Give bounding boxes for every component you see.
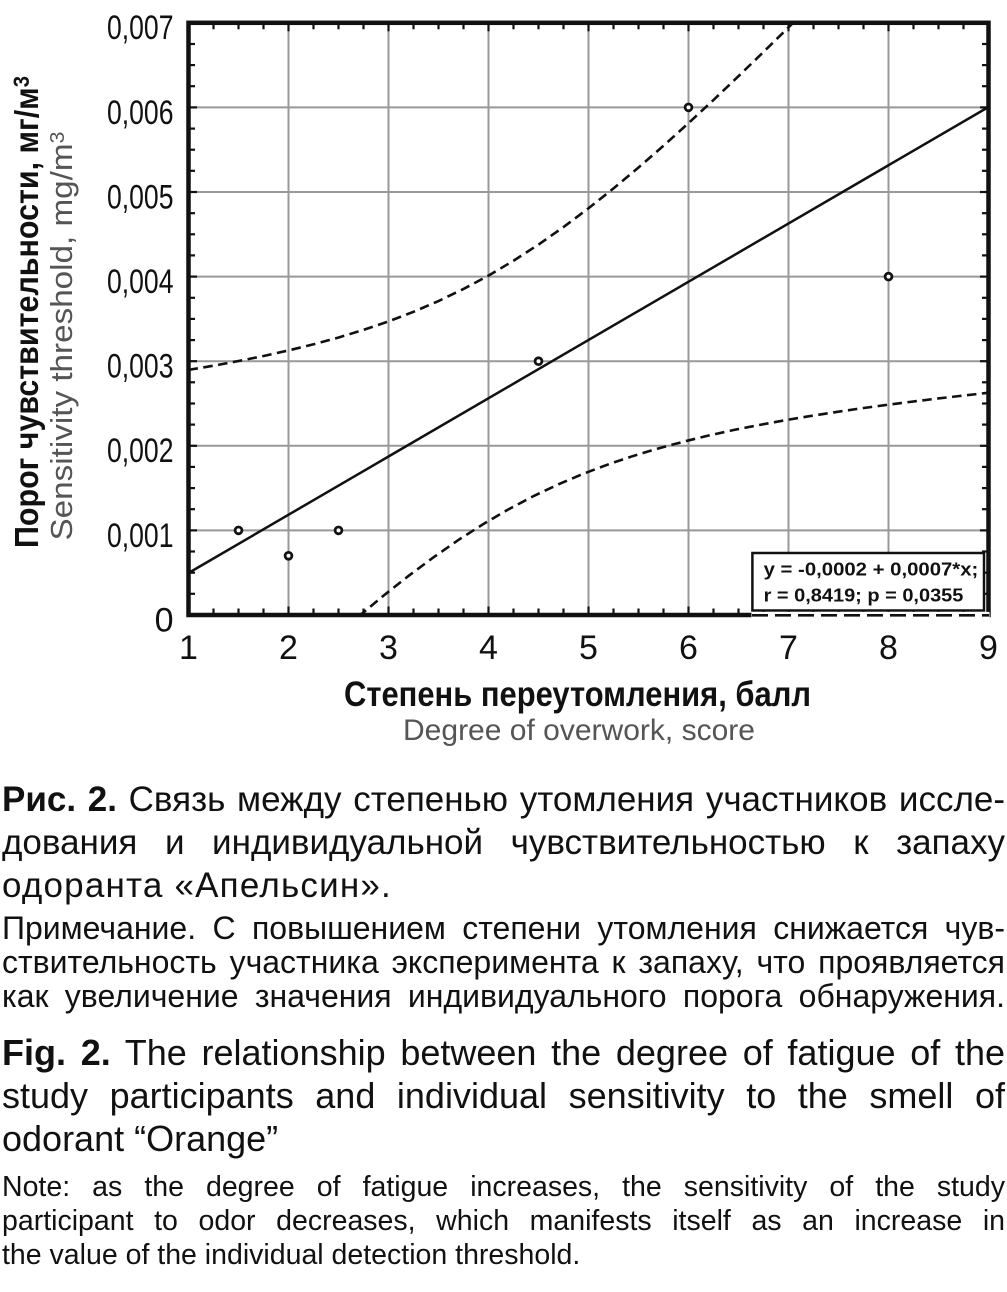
svg-text:0,003: 0,003 bbox=[107, 348, 174, 386]
svg-text:Степень переутомления, балл: Степень переутомления, балл bbox=[344, 675, 811, 714]
svg-text:0,004: 0,004 bbox=[107, 263, 174, 301]
svg-text:Degree of overwork, score: Degree of overwork, score bbox=[403, 714, 755, 747]
svg-text:0: 0 bbox=[155, 601, 174, 639]
svg-text:y = -0,0002 + 0,0007*x;: y = -0,0002 + 0,0007*x; bbox=[764, 559, 979, 579]
svg-text:Sensitivity threshold, mg/m3: Sensitivity threshold, mg/m3 bbox=[44, 131, 79, 540]
svg-text:r = 0,8419; p = 0,0355: r = 0,8419; p = 0,0355 bbox=[764, 585, 964, 605]
svg-text:2: 2 bbox=[279, 629, 298, 667]
svg-text:3: 3 bbox=[379, 629, 398, 667]
svg-text:6: 6 bbox=[679, 629, 698, 667]
svg-text:7: 7 bbox=[779, 629, 798, 667]
svg-text:1: 1 bbox=[179, 629, 198, 667]
svg-text:0,001: 0,001 bbox=[107, 517, 174, 555]
svg-text:4: 4 bbox=[479, 629, 498, 667]
svg-text:8: 8 bbox=[879, 629, 898, 667]
svg-text:0,006: 0,006 bbox=[107, 94, 174, 132]
svg-text:0,005: 0,005 bbox=[107, 178, 174, 216]
svg-text:Порог чувствительности, мг/м3: Порог чувствительности, мг/м3 bbox=[8, 76, 45, 548]
svg-text:0,007: 0,007 bbox=[107, 9, 174, 47]
svg-text:5: 5 bbox=[579, 629, 598, 667]
svg-text:9: 9 bbox=[979, 629, 998, 667]
svg-text:0,002: 0,002 bbox=[107, 432, 174, 470]
